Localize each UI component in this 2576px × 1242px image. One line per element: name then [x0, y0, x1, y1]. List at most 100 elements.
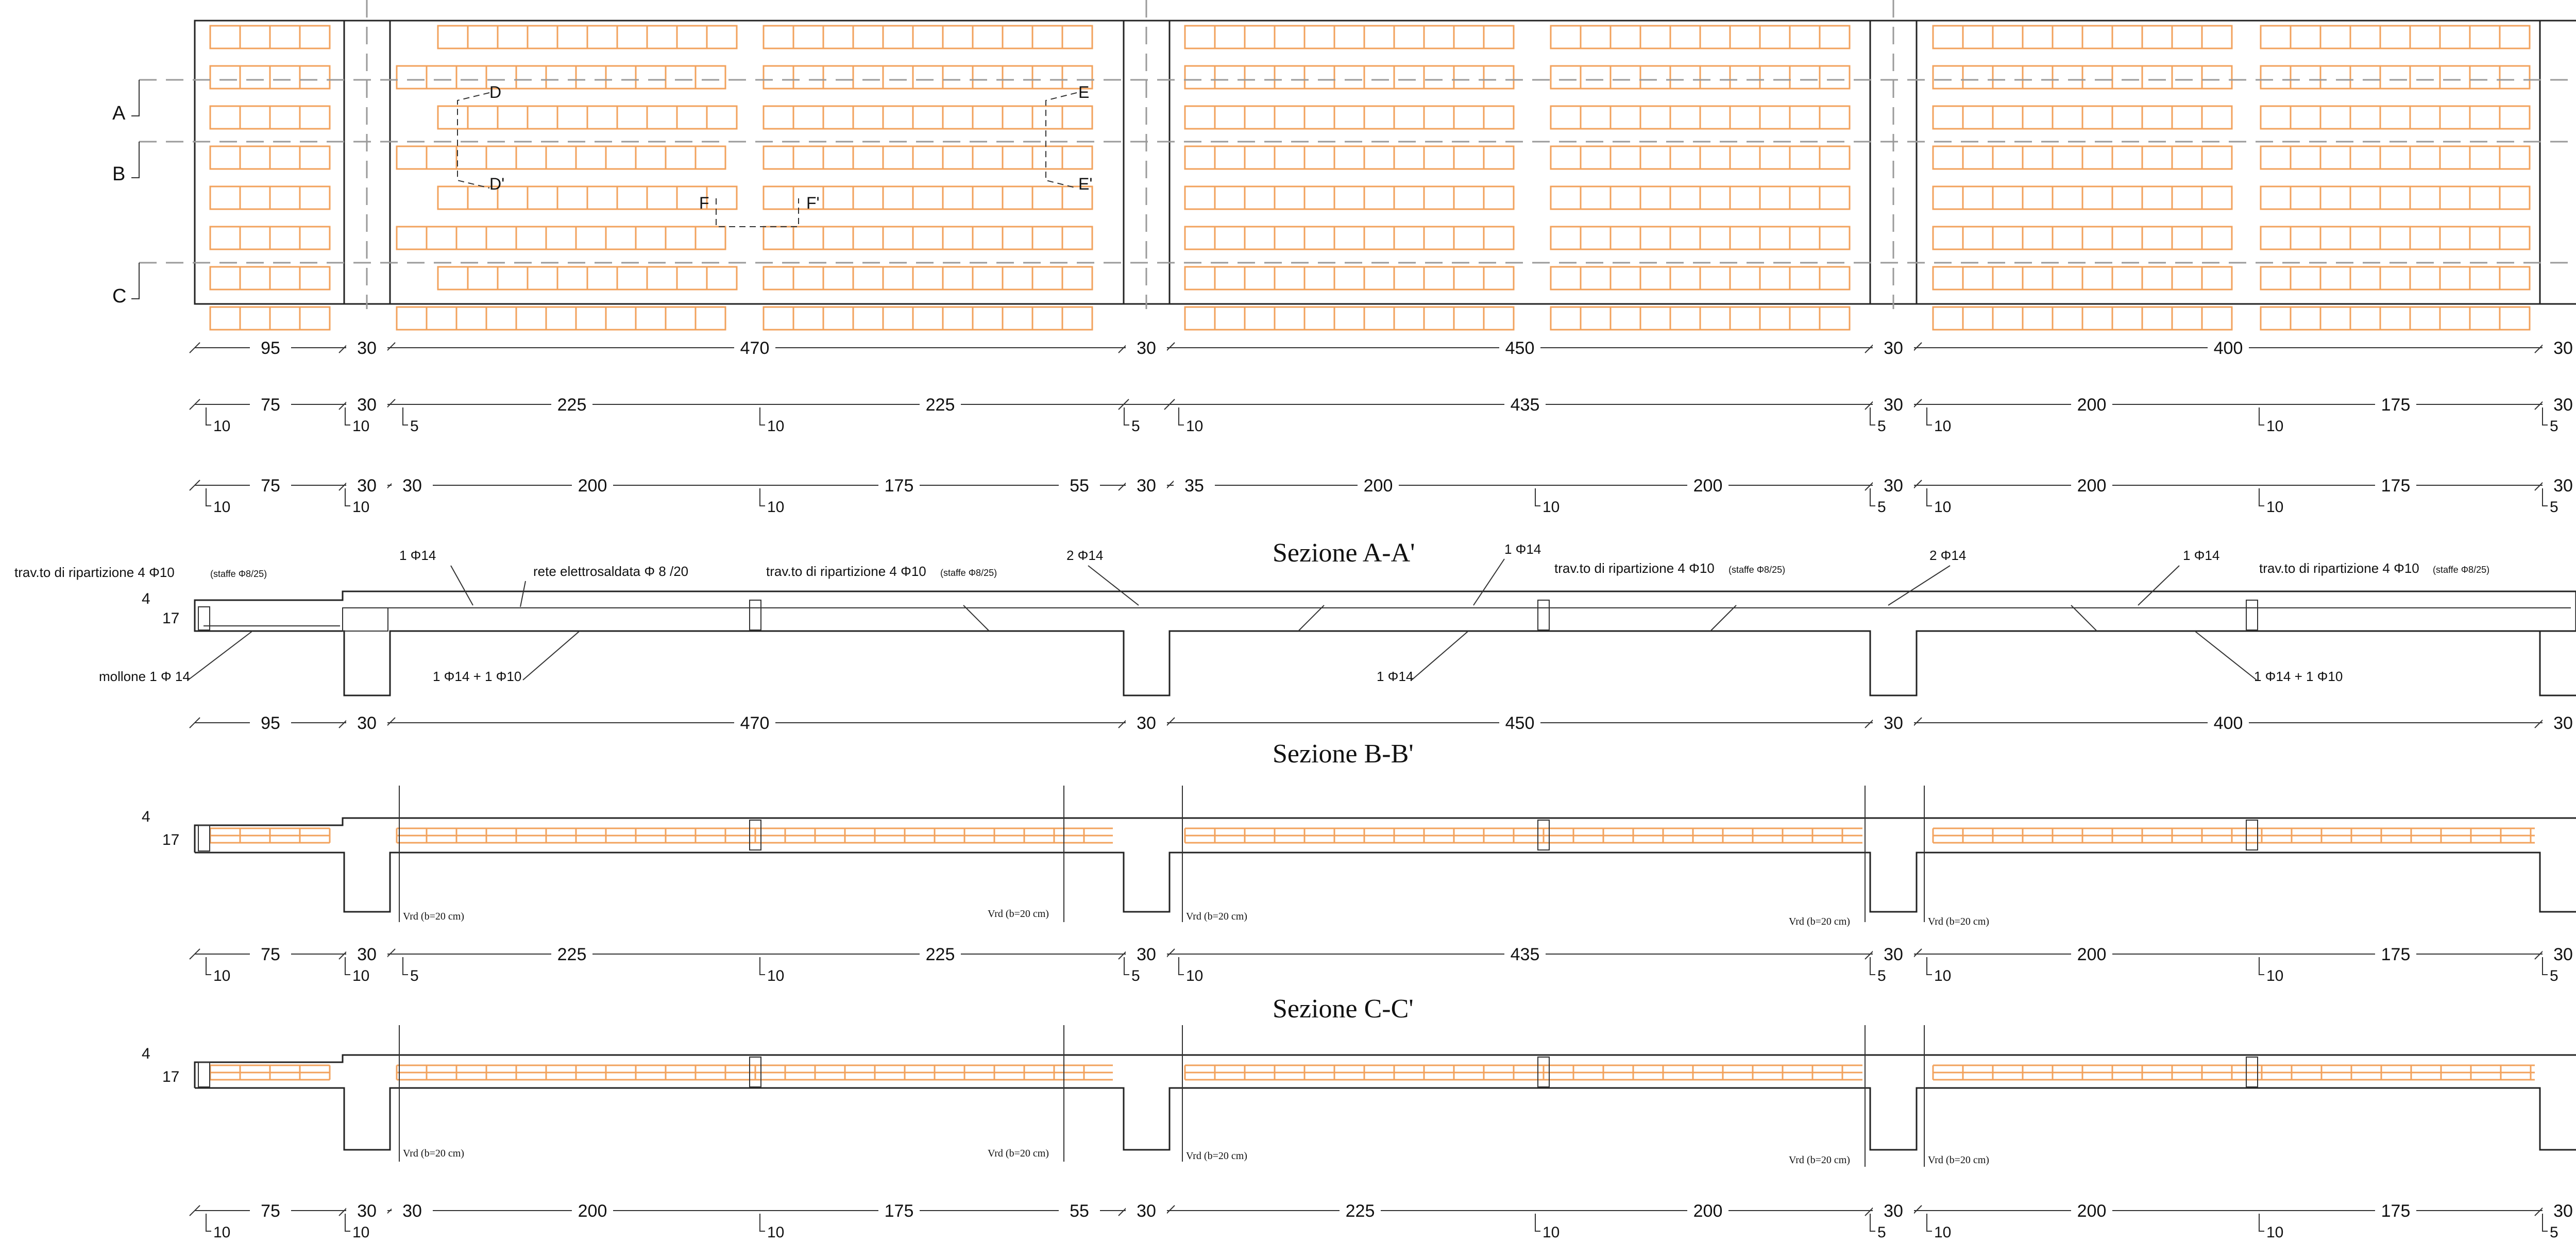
dim-value: 30: [2553, 476, 2573, 496]
section-cc-title: Sezione C-C': [1273, 994, 1414, 1024]
dim-value: 30: [2553, 395, 2573, 415]
dim-value: 30: [1884, 945, 1903, 964]
plan-view: A B C D D' E E' F F': [112, 0, 2576, 331]
dim-value: 200: [1364, 476, 1393, 496]
svg-text:Vrd (b=20 cm): Vrd (b=20 cm): [403, 911, 464, 922]
dim-value: 225: [1346, 1201, 1375, 1221]
detail-mark-d-prime: D': [489, 175, 504, 193]
dim-value: 30: [357, 713, 377, 733]
section-mark-b: B: [112, 163, 125, 185]
dim-sub-value: 10: [213, 499, 230, 516]
dim-value: 200: [2077, 1201, 2107, 1221]
dim-value: 200: [2077, 476, 2107, 496]
svg-text:Vrd (b=20 cm): Vrd (b=20 cm): [1789, 1154, 1850, 1166]
beam-lines: [343, 21, 2541, 304]
svg-text:trav.to di ripartizione 4 Φ10: trav.to di ripartizione 4 Φ10: [2259, 560, 2419, 576]
detail-mark-f: F: [699, 194, 709, 212]
section-bb: Sezione B-B' Vrd (b=20 cm) Vrd (b=20 cm)…: [142, 739, 2576, 927]
dim-sub-value: 10: [1543, 1224, 1560, 1241]
svg-text:Vrd (b=20 cm): Vrd (b=20 cm): [988, 1148, 1049, 1159]
dim-sub-value: 5: [1131, 967, 1140, 984]
dim-sub-value: 5: [2550, 499, 2558, 516]
dimension-rows: 95 30 470 30 450 30 400 30 75 30 225 225 435 30 200 175…: [189, 337, 2576, 1241]
dim-row-aa: 95 30 470 30 450 30 400 30: [189, 712, 2576, 733]
section-cc: Sezione C-C' Vrd (b=20 cm) Vrd (b=20 cm)…: [142, 994, 2576, 1167]
dim-sub-value: 10: [2266, 418, 2283, 435]
dim-sub-value: 10: [1934, 499, 1951, 516]
dim-value: 200: [2077, 945, 2107, 964]
dim-sub-value: 10: [1934, 1224, 1951, 1241]
dim-value: 75: [261, 476, 280, 496]
dim-value: 30: [1884, 395, 1903, 415]
dim-value: 30: [1137, 713, 1156, 733]
svg-text:trav.to di ripartizione 4 Φ10: trav.to di ripartizione 4 Φ10: [1554, 560, 1715, 576]
svg-text:2 Φ14: 2 Φ14: [1066, 548, 1103, 563]
svg-text:1 Φ14: 1 Φ14: [399, 548, 436, 563]
dim-sub-value: 10: [352, 499, 369, 516]
dim-value: 55: [1070, 1201, 1089, 1221]
dim-sub-value: 10: [352, 418, 369, 435]
dim-value: 30: [2553, 338, 2573, 358]
aa-trav-label-1: trav.to di ripartizione 4 Φ10: [14, 565, 175, 580]
dim-value: 450: [1505, 713, 1535, 733]
dim-value: 95: [261, 338, 280, 358]
dim-value: 400: [2214, 338, 2243, 358]
dim-sub-value: 5: [410, 418, 419, 435]
dim-value: 75: [261, 945, 280, 964]
dim-value: 175: [885, 1201, 914, 1221]
section-mark-a: A: [112, 103, 126, 124]
dim-value: 225: [926, 395, 955, 415]
svg-text:trav.to di ripartizione 4 Φ10: trav.to di ripartizione 4 Φ10: [766, 564, 926, 579]
svg-text:17: 17: [162, 1068, 179, 1085]
dim-value: 55: [1070, 476, 1089, 496]
svg-text:(staffe Φ8/25): (staffe Φ8/25): [2433, 565, 2489, 575]
dim-value: 175: [2381, 476, 2411, 496]
dim-sub-value: 10: [767, 499, 784, 516]
dim-sub-value: 10: [213, 1224, 230, 1241]
section-aa-outline: [194, 590, 2576, 696]
dim-value: 225: [557, 395, 587, 415]
detail-mark-f-prime: F': [806, 194, 820, 212]
dim-sub-value: 10: [1934, 967, 1951, 984]
dim-sub-value: 10: [1543, 499, 1560, 516]
slab-outline: [194, 20, 2576, 305]
dim-value: 30: [357, 1201, 377, 1221]
dim-value: 30: [1884, 476, 1903, 496]
dim-sub-value: 10: [767, 418, 784, 435]
dim-row-plan-2: 75 30 225 225 435 30 200 175 30 10 10 5 10 5 10 5 10 10 5: [189, 394, 2576, 435]
aa-rete-label: rete elettrosaldata Φ 8 /20: [533, 564, 688, 579]
dim-value: 30: [402, 476, 422, 496]
dim-value: 30: [1137, 338, 1156, 358]
dim-value: 450: [1505, 338, 1535, 358]
dim-sub-value: 5: [1877, 967, 1886, 984]
svg-text:17: 17: [162, 831, 179, 848]
svg-text:1 Φ14: 1 Φ14: [1504, 541, 1541, 557]
dim-value: 200: [1693, 476, 1723, 496]
dim-value: 30: [1884, 713, 1903, 733]
dim-sub-value: 10: [2266, 499, 2283, 516]
detail-cut-lines: [457, 92, 1077, 227]
svg-text:4: 4: [142, 590, 150, 607]
dim-sub-value: 10: [352, 967, 369, 984]
dim-sub-value: 5: [2550, 418, 2558, 435]
svg-text:1 Φ14: 1 Φ14: [2183, 548, 2219, 563]
section-mark-c: C: [112, 285, 126, 307]
dim-value: 435: [1511, 945, 1540, 964]
dim-value: 30: [1137, 1201, 1156, 1221]
dim-value: 95: [261, 713, 280, 733]
dim-sub-value: 10: [767, 1224, 784, 1241]
svg-text:4: 4: [142, 1045, 150, 1062]
dim-sub-value: 5: [2550, 1224, 2558, 1241]
dim-value: 175: [2381, 1201, 2411, 1221]
detail-mark-e: E: [1078, 83, 1089, 101]
dim-sub-value: 5: [1877, 418, 1886, 435]
svg-text:mollone 1 Φ 14: mollone 1 Φ 14: [99, 669, 190, 684]
section-bb-title: Sezione B-B': [1273, 739, 1414, 769]
dim-value: 400: [2214, 713, 2243, 733]
section-aa: Sezione A-A' trav.to di ripartizione 4 Φ…: [14, 538, 2576, 696]
svg-text:Vrd (b=20 cm): Vrd (b=20 cm): [1186, 911, 1247, 922]
dim-sub-value: 10: [1186, 418, 1203, 435]
svg-text:1 Φ14 + 1 Φ10: 1 Φ14 + 1 Φ10: [433, 669, 521, 684]
dim-value: 225: [557, 945, 587, 964]
